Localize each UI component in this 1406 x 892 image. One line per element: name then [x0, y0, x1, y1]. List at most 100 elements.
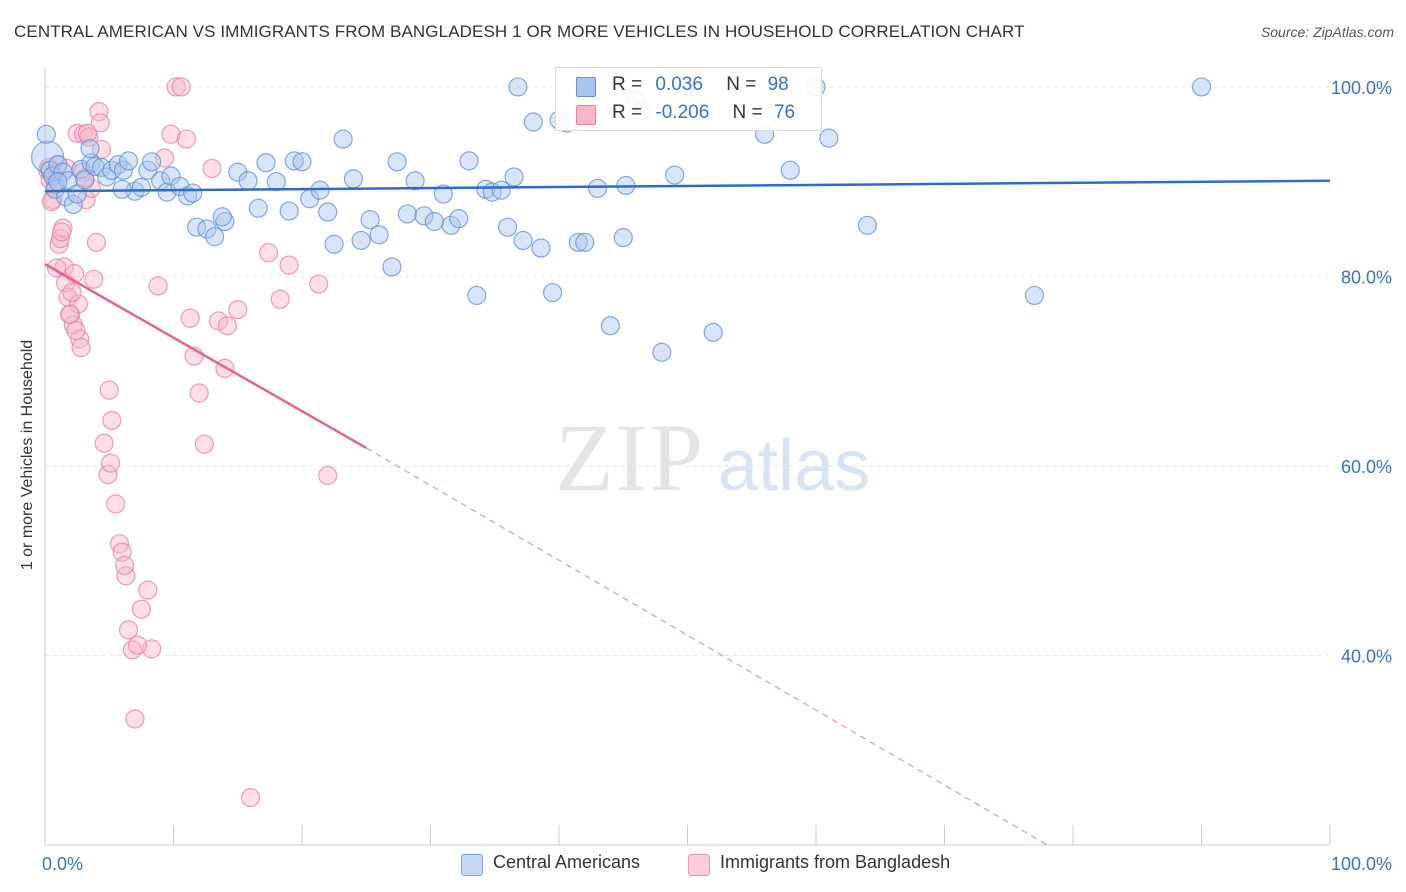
trend-line-bangladesh	[44, 263, 367, 450]
point-central-americans	[523, 112, 543, 132]
point-bangladesh	[131, 599, 151, 619]
point-central-americans	[613, 228, 633, 248]
point-central-americans	[212, 207, 232, 227]
point-bangladesh	[309, 274, 329, 294]
point-central-americans	[351, 230, 371, 251]
point-central-americans	[97, 167, 117, 187]
point-central-americans	[131, 177, 151, 197]
point-central-americans	[113, 160, 133, 180]
point-bangladesh	[62, 282, 82, 303]
point-bangladesh	[258, 243, 279, 263]
point-central-americans	[63, 194, 83, 215]
point-central-americans	[292, 152, 312, 172]
point-bangladesh	[100, 453, 121, 473]
point-bangladesh	[102, 410, 122, 431]
point-central-americans	[491, 180, 511, 200]
point-bangladesh	[127, 635, 148, 655]
point-central-americans	[575, 232, 595, 252]
point-central-americans	[360, 210, 380, 230]
legend-n-value: 76	[773, 102, 796, 123]
point-bangladesh	[161, 124, 181, 144]
point-bangladesh	[115, 555, 135, 576]
x-tick-label: 100.0%	[1331, 854, 1392, 874]
y-tick-label: 60.0%	[1341, 457, 1392, 477]
legend-r-value: 0.036	[655, 74, 703, 95]
legend-n-label: N =	[726, 74, 757, 95]
point-bangladesh	[142, 639, 162, 659]
point-bangladesh	[217, 316, 238, 336]
point-central-americans	[652, 342, 672, 362]
point-central-americans	[382, 257, 402, 277]
point-central-americans	[369, 225, 389, 245]
point-central-americans	[441, 215, 461, 235]
point-central-americans	[205, 227, 225, 247]
point-central-americans	[600, 316, 621, 336]
bottom-legend-label: Central Americans	[493, 852, 641, 872]
point-bangladesh	[118, 620, 139, 640]
point-bangladesh	[84, 269, 104, 289]
point-central-americans	[665, 165, 685, 185]
point-bangladesh	[106, 494, 126, 514]
point-central-americans	[1191, 77, 1212, 97]
point-central-americans	[414, 206, 434, 226]
point-central-americans	[397, 204, 417, 224]
trend-line-bangladesh-extrapolated	[365, 447, 1048, 846]
point-central-americans	[238, 171, 258, 191]
point-central-americans	[343, 169, 363, 189]
point-central-americans	[248, 198, 268, 218]
point-central-americans	[55, 187, 76, 207]
point-bangladesh	[194, 434, 214, 454]
point-central-americans	[780, 160, 800, 180]
point-central-americans	[504, 167, 524, 187]
x-tick-label: 0.0%	[42, 854, 83, 874]
point-bangladesh	[41, 192, 62, 212]
point-bangladesh	[94, 433, 114, 453]
point-bangladesh	[318, 465, 338, 486]
point-central-americans	[405, 171, 425, 191]
legend-n-value: 98	[767, 74, 789, 95]
point-central-americans	[333, 129, 353, 149]
point-bangladesh	[77, 123, 98, 143]
correlation-legend: R = 0.036 N = 98 R = -0.206 N = 76	[555, 67, 822, 131]
axes	[44, 68, 1331, 846]
point-central-americans	[48, 172, 68, 192]
legend-swatch-pink	[576, 105, 596, 125]
point-bangladesh	[86, 232, 107, 252]
point-central-americans	[433, 184, 453, 204]
bottom-legend-swatch-blue	[461, 854, 483, 876]
trend-line-central-americans	[44, 179, 1331, 193]
point-bangladesh	[125, 709, 145, 729]
point-central-americans	[256, 153, 276, 173]
point-central-americans	[1024, 285, 1045, 306]
point-central-americans	[178, 186, 198, 206]
point-central-americans	[857, 215, 878, 235]
chart-title: CENTRAL AMERICAN VS IMMIGRANTS FROM BANG…	[14, 22, 1025, 41]
point-central-americans	[36, 124, 56, 144]
y-tick-label: 40.0%	[1341, 646, 1392, 666]
point-central-americans	[449, 209, 469, 229]
point-central-americans	[266, 172, 286, 192]
point-bangladesh	[189, 383, 209, 403]
point-bangladesh	[98, 464, 118, 485]
point-central-americans	[318, 202, 338, 222]
point-bangladesh	[99, 380, 119, 400]
point-central-americans	[183, 183, 203, 203]
point-bangladesh	[116, 566, 136, 586]
watermark-atlas: atlas	[718, 426, 870, 506]
point-central-americans	[459, 151, 479, 171]
tick-labels: 40.0% 60.0% 80.0% 100.0% 0.0% 100.0%	[42, 78, 1392, 874]
bottom-legend-label: Immigrants from Bangladesh	[720, 852, 951, 872]
point-bangladesh	[270, 289, 290, 309]
point-bangladesh	[279, 255, 299, 275]
point-bangladesh	[71, 337, 91, 358]
point-central-americans	[75, 170, 95, 190]
point-central-americans	[279, 201, 299, 221]
point-bangladesh	[202, 158, 222, 179]
point-central-americans	[542, 282, 563, 303]
point-bangladesh	[59, 304, 80, 324]
point-bangladesh	[166, 77, 186, 97]
point-central-americans	[819, 128, 839, 148]
legend-n-label: N =	[732, 102, 763, 123]
point-bangladesh	[66, 320, 86, 341]
